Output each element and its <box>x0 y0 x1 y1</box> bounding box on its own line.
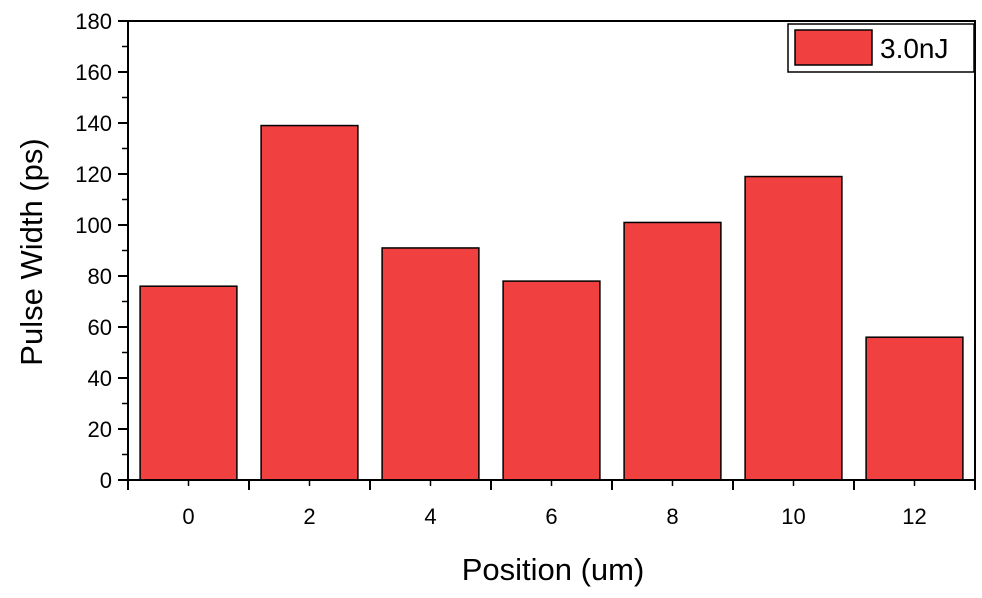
y-tick-label: 80 <box>88 264 112 289</box>
y-tick-label: 0 <box>100 468 112 493</box>
x-tick-label: 10 <box>781 504 805 529</box>
x-tick-label: 4 <box>424 504 436 529</box>
y-tick-label: 120 <box>75 162 112 187</box>
y-tick-label: 140 <box>75 111 112 136</box>
legend-label: 3.0nJ <box>880 33 949 64</box>
y-tick-label: 100 <box>75 213 112 238</box>
bars-layer <box>139 124 964 481</box>
x-tick-label: 2 <box>303 504 315 529</box>
bar-8 <box>623 221 722 481</box>
x-tick-label: 0 <box>182 504 194 529</box>
bar-10 <box>744 175 843 481</box>
x-axis: 0 2 4 6 8 10 12 <box>127 480 976 529</box>
bar-0 <box>139 285 238 481</box>
bar-4 <box>381 247 480 481</box>
y-axis-title: Pulse Width (ps) <box>14 138 49 365</box>
bar-2 <box>260 124 359 481</box>
y-axis: 0 20 40 60 80 100 120 140 160 180 <box>75 9 128 493</box>
y-tick-label: 20 <box>88 417 112 442</box>
y-tick-label: 180 <box>75 9 112 34</box>
y-tick-label: 160 <box>75 60 112 85</box>
x-tick-label: 12 <box>902 504 926 529</box>
x-axis-title: Position (um) <box>462 552 645 587</box>
bar-6 <box>502 280 601 481</box>
legend: 3.0nJ <box>787 23 975 73</box>
bar-12 <box>865 336 964 481</box>
x-tick-label: 8 <box>666 504 678 529</box>
x-tick-label: 6 <box>545 504 557 529</box>
y-tick-label: 40 <box>88 366 112 391</box>
legend-swatch <box>794 29 873 66</box>
y-tick-label: 60 <box>88 315 112 340</box>
